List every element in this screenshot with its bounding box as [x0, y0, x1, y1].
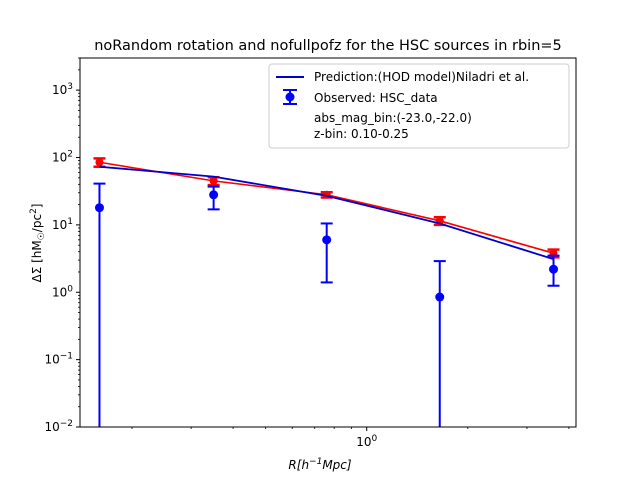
observed-point — [94, 203, 104, 213]
legend-box — [268, 63, 570, 149]
x-tick-label: 100 — [356, 434, 377, 449]
y-tick-label: 10−1 — [44, 352, 73, 367]
legend-note-z-bin: z-bin: 0.10-0.25 — [314, 127, 409, 141]
y-tick-label: 100 — [52, 284, 73, 299]
legend: Prediction:(HOD model)Niladri et al. Obs… — [268, 63, 570, 149]
observed-point — [435, 292, 445, 302]
red-point — [209, 176, 218, 185]
chart-title: noRandom rotation and nofullpofz for the… — [94, 38, 562, 54]
observed-point — [322, 235, 332, 245]
x-axis-ticks: 100 — [131, 427, 570, 449]
y-tick-label: 102 — [52, 150, 73, 165]
y-axis-ticks: 10−2 10−1 100 101 102 103 — [44, 57, 80, 434]
x-axis-label: R[h−1Mpc] — [288, 457, 351, 472]
observed-point — [209, 190, 219, 200]
y-tick-label: 101 — [52, 217, 73, 232]
data-marks — [93, 157, 560, 427]
legend-observed-label: Observed: HSC_data — [314, 91, 438, 105]
y-tick-label: 103 — [52, 82, 73, 97]
legend-observed-swatch — [283, 89, 297, 105]
y-axis-label: ΔΣ [hM☉/pc2] — [29, 203, 47, 282]
observed-point — [549, 264, 559, 274]
legend-note-mag-bin: abs_mag_bin:(-23.0,-22.0) — [314, 111, 472, 125]
red-point — [95, 158, 104, 167]
y-tick-label: 10−2 — [44, 419, 73, 434]
plot-frame — [79, 57, 577, 428]
legend-prediction-label: Prediction:(HOD model)Niladri et al. — [314, 70, 529, 84]
prediction-line — [99, 165, 554, 261]
